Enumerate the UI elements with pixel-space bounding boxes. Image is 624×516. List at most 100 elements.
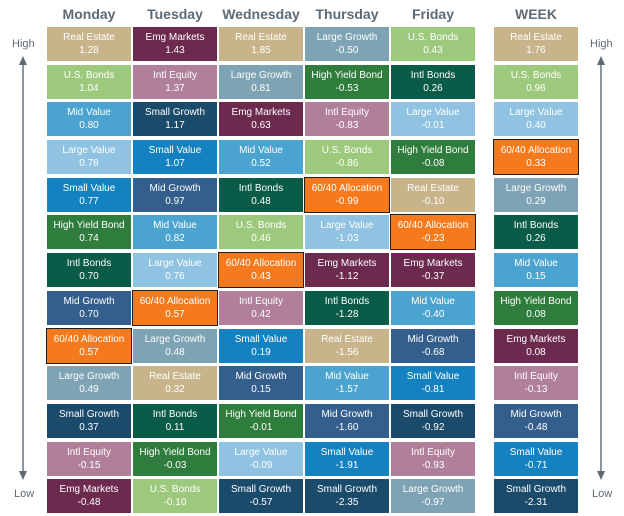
return-value: 0.97	[165, 195, 185, 207]
table-cell: Large Value -0.01	[390, 101, 476, 138]
return-value: 0.57	[165, 308, 185, 320]
return-value: -0.48	[524, 421, 548, 433]
asset-class-label: U.S. Bonds	[510, 69, 562, 81]
return-value: -0.99	[335, 195, 359, 207]
table-cell: Intl Equity -0.93	[390, 440, 476, 477]
table-cell: Small Growth -2.31	[493, 478, 579, 515]
asset-class-label: Emg Markets	[59, 484, 119, 496]
asset-class-label: Intl Equity	[325, 107, 369, 119]
table-cell: Intl Equity -0.15	[46, 440, 132, 477]
asset-class-label: Intl Equity	[411, 446, 455, 458]
table-cell: Emg Markets -0.48	[46, 478, 132, 515]
table-cell: Small Value 0.19	[218, 327, 304, 364]
return-value: -0.93	[421, 459, 445, 471]
return-value: -0.40	[421, 308, 445, 320]
table-cell: Intl Bonds 0.48	[218, 176, 304, 213]
asset-class-label: Small Value	[509, 446, 563, 458]
asset-class-label: Mid Value	[153, 220, 197, 232]
header-thursday: Thursday	[315, 6, 379, 22]
return-value: -0.50	[335, 45, 359, 56]
table-cell: Large Value 0.40	[493, 101, 579, 138]
return-value: -0.10	[163, 497, 187, 509]
asset-class-label: Intl Equity	[67, 446, 111, 458]
return-value: 0.77	[79, 195, 99, 207]
asset-class-label: High Yield Bond	[139, 446, 211, 458]
return-value: 0.26	[526, 233, 546, 245]
return-value: 0.78	[79, 158, 99, 170]
asset-class-label: Small Value	[320, 446, 374, 458]
table-cell: Small Growth 0.37	[46, 402, 132, 439]
return-value: 0.11	[165, 421, 185, 433]
return-value: -0.10	[421, 195, 445, 207]
asset-class-label: 60/40 Allocation	[311, 182, 383, 194]
asset-class-label: Intl Bonds	[152, 408, 198, 420]
return-value: -1.60	[335, 421, 359, 433]
asset-class-label: Small Growth	[144, 107, 205, 119]
asset-class-label: Emg Markets	[145, 32, 205, 43]
table-cell: Large Growth 0.81	[218, 63, 304, 100]
table-cell: Emg Markets -0.37	[390, 252, 476, 289]
table-cell: Real Estate 1.76	[493, 26, 579, 62]
asset-class-label: Emg Markets	[403, 258, 463, 270]
return-value: -0.83	[335, 120, 359, 132]
asset-class-label: 60/40 Allocation	[225, 258, 297, 270]
return-value: -0.86	[335, 158, 359, 170]
asset-class-label: Mid Value	[411, 295, 455, 307]
asset-class-label: Real Estate	[510, 32, 562, 43]
table-cell: 60/40 Allocation -0.99	[304, 176, 390, 213]
return-value: 0.74	[79, 233, 99, 245]
table-cell: Small Value -1.91	[304, 440, 390, 477]
table-cell: High Yield Bond -0.53	[304, 63, 390, 100]
table-cell: Mid Growth -1.60	[304, 402, 390, 439]
return-value: 0.96	[526, 82, 546, 94]
table-cell: Large Growth -0.50	[304, 26, 390, 62]
asset-class-label: Mid Growth	[149, 182, 201, 194]
asset-class-label: Emg Markets	[317, 258, 377, 270]
table-cell: Small Growth -0.57	[218, 478, 304, 515]
asset-class-label: Small Value	[234, 333, 288, 345]
asset-class-label: Small Growth	[230, 484, 291, 496]
double-arrow-icon-right	[597, 56, 605, 480]
return-value: 0.48	[251, 195, 271, 207]
return-value: 0.08	[526, 346, 546, 358]
asset-class-label: Real Estate	[321, 333, 373, 345]
column-wednesday: Real Estate 1.85 Large Growth 0.81 Emg Marke…	[218, 26, 304, 516]
asset-class-label: Large Value	[148, 258, 202, 270]
asset-class-label: High Yield Bond	[225, 408, 297, 420]
table-cell: Emg Markets 0.08	[493, 327, 579, 364]
table-cell: U.S. Bonds 0.96	[493, 63, 579, 100]
return-value: -1.28	[335, 308, 359, 320]
table-cell: Small Value -0.71	[493, 440, 579, 477]
return-value: 0.43	[423, 45, 443, 56]
table-cell: Real Estate -0.10	[390, 176, 476, 213]
return-value: 0.15	[526, 271, 546, 283]
asset-class-label: Intl Equity	[239, 295, 283, 307]
return-value: -2.31	[524, 497, 548, 509]
asset-class-label: 60/40 Allocation	[139, 295, 211, 307]
return-value: 0.81	[251, 82, 271, 94]
table-cell: Mid Value 0.52	[218, 139, 304, 176]
asset-class-label: High Yield Bond	[53, 220, 125, 232]
header-monday: Monday	[62, 6, 116, 22]
return-value: 1.07	[165, 158, 185, 170]
return-value: 0.57	[79, 346, 99, 358]
return-value: -0.15	[77, 459, 101, 471]
asset-class-label: Intl Bonds	[238, 182, 284, 194]
return-value: 0.43	[251, 271, 271, 283]
table-cell: U.S. Bonds -0.10	[132, 478, 218, 515]
asset-class-label: U.S. Bonds	[63, 69, 115, 81]
table-cell: Large Growth 0.48	[132, 327, 218, 364]
asset-class-label: U.S. Bonds	[321, 145, 373, 157]
table-cell: Small Growth 1.17	[132, 101, 218, 138]
return-value: 1.04	[79, 82, 99, 94]
return-value: 0.70	[79, 308, 99, 320]
asset-class-label: Intl Bonds	[513, 220, 559, 232]
table-cell: Emg Markets -1.12	[304, 252, 390, 289]
return-value: 1.37	[165, 82, 185, 94]
table-cell: Small Growth -2.35	[304, 478, 390, 515]
low-label-left: Low	[14, 488, 35, 500]
return-value: -0.71	[524, 459, 548, 471]
asset-class-label: U.S. Bonds	[407, 32, 459, 43]
return-value: 0.70	[79, 271, 99, 283]
return-value: 0.15	[251, 384, 271, 396]
